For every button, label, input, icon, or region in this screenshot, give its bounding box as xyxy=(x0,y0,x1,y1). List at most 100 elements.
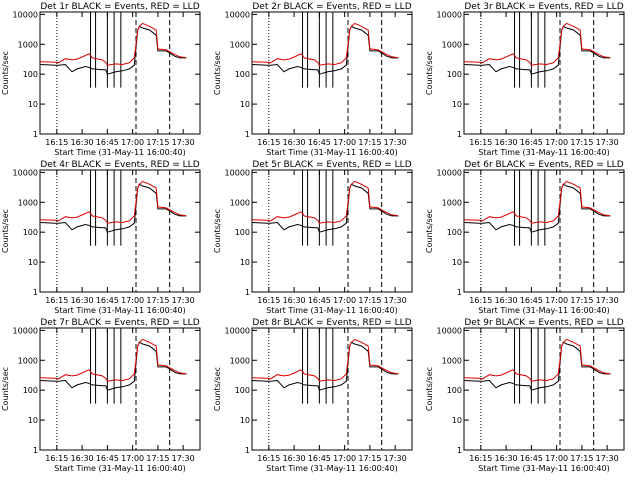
y-tick-label: 10 xyxy=(452,416,462,425)
x-tick-label: 17:00 xyxy=(121,454,144,463)
x-axis-label: Start Time (31-May-11 16:00:40) xyxy=(266,306,397,315)
x-tick-label: 16:30 xyxy=(71,296,94,305)
detector-panel-3: Det 3r BLACK = Events, RED = LLD 1 10 100 10… xyxy=(425,2,625,157)
series-line-events xyxy=(463,25,611,75)
y-tick-label: 10 xyxy=(240,100,250,109)
y-tick-label: 1000 xyxy=(18,356,38,365)
x-tick-label: 17:30 xyxy=(596,296,619,305)
panel-title: Det 7r BLACK = Events, RED = LLD xyxy=(40,318,199,328)
x-tick-label: 17:15 xyxy=(570,296,593,305)
x-axis-label: Start Time (31-May-11 16:00:40) xyxy=(478,464,609,473)
y-tick-label: 10000 xyxy=(437,10,462,19)
plot-frame xyxy=(463,327,625,451)
x-tick-label: 17:15 xyxy=(358,454,381,463)
y-tick-label: 1 xyxy=(245,130,250,139)
x-tick-label: 17:15 xyxy=(146,296,169,305)
x-tick-label: 16:45 xyxy=(308,296,331,305)
x-tick-label: 16:30 xyxy=(495,296,518,305)
detector-panel-8: Det 8r BLACK = Events, RED = LLD 1 10 100 10… xyxy=(213,318,413,473)
y-axis-label: Counts/sec xyxy=(213,51,222,95)
series-line-lld xyxy=(463,338,611,382)
detector-panel-9: Det 9r BLACK = Events, RED = LLD 1 10 100 10… xyxy=(425,318,625,473)
detector-panel-5: Det 5r BLACK = Events, RED = LLD 1 10 100 10… xyxy=(213,160,413,315)
panel-title: Det 6r BLACK = Events, RED = LLD xyxy=(464,160,623,170)
y-tick-label: 1000 xyxy=(18,198,38,207)
y-tick-label: 1000 xyxy=(442,198,462,207)
series-line-lld xyxy=(39,338,187,382)
y-tick-label: 10 xyxy=(240,258,250,267)
x-tick-label: 16:45 xyxy=(96,454,119,463)
y-tick-label: 1 xyxy=(457,288,462,297)
y-tick-label: 1000 xyxy=(230,198,250,207)
y-tick-label: 1 xyxy=(245,446,250,455)
series-line-lld xyxy=(463,180,611,224)
y-tick-label: 10000 xyxy=(225,168,250,177)
x-tick-label: 17:00 xyxy=(545,296,568,305)
y-tick-label: 1000 xyxy=(442,40,462,49)
y-tick-label: 10 xyxy=(452,100,462,109)
y-tick-label: 1 xyxy=(33,288,38,297)
x-axis-label: Start Time (31-May-11 16:00:40) xyxy=(266,464,397,473)
y-tick-label: 1 xyxy=(33,130,38,139)
detector-panel-6: Det 6r BLACK = Events, RED = LLD 1 10 100 10… xyxy=(425,160,625,315)
x-tick-label: 16:30 xyxy=(71,138,94,147)
x-axis-label: Start Time (31-May-11 16:00:40) xyxy=(54,306,185,315)
y-tick-label: 10000 xyxy=(13,168,38,177)
y-tick-label: 100 xyxy=(447,228,462,237)
series-line-events xyxy=(39,341,187,391)
y-tick-label: 100 xyxy=(447,386,462,395)
x-tick-label: 16:15 xyxy=(257,138,280,147)
y-tick-label: 10000 xyxy=(13,326,38,335)
x-tick-label: 17:00 xyxy=(545,454,568,463)
y-tick-label: 100 xyxy=(235,228,250,237)
plot-frame xyxy=(251,327,413,451)
y-axis-label: Counts/sec xyxy=(213,367,222,411)
x-axis-label: Start Time (31-May-11 16:00:40) xyxy=(478,306,609,315)
x-tick-label: 17:30 xyxy=(172,296,195,305)
panel-title: Det 5r BLACK = Events, RED = LLD xyxy=(252,160,411,170)
x-tick-label: 17:00 xyxy=(121,138,144,147)
x-tick-label: 16:15 xyxy=(469,454,492,463)
y-tick-label: 1000 xyxy=(442,356,462,365)
x-tick-label: 17:00 xyxy=(333,138,356,147)
x-tick-label: 17:00 xyxy=(545,138,568,147)
x-axis-label: Start Time (31-May-11 16:00:40) xyxy=(478,148,609,157)
y-tick-label: 1 xyxy=(457,130,462,139)
series-line-events xyxy=(463,183,611,233)
x-tick-label: 17:15 xyxy=(358,296,381,305)
x-tick-label: 17:30 xyxy=(384,454,407,463)
x-tick-label: 16:45 xyxy=(96,296,119,305)
series-line-lld xyxy=(39,22,187,66)
y-tick-label: 100 xyxy=(23,386,38,395)
series-line-lld xyxy=(39,180,187,224)
x-tick-label: 17:30 xyxy=(596,454,619,463)
y-tick-label: 100 xyxy=(235,70,250,79)
x-tick-label: 17:30 xyxy=(172,454,195,463)
y-axis-label: Counts/sec xyxy=(1,51,10,95)
x-tick-label: 16:30 xyxy=(495,138,518,147)
x-axis-label: Start Time (31-May-11 16:00:40) xyxy=(54,148,185,157)
x-tick-label: 16:15 xyxy=(45,296,68,305)
x-tick-label: 16:30 xyxy=(283,454,306,463)
series-line-events xyxy=(39,183,187,233)
panel-title: Det 3r BLACK = Events, RED = LLD xyxy=(464,2,623,12)
y-tick-label: 10 xyxy=(240,416,250,425)
x-tick-label: 16:45 xyxy=(308,138,331,147)
series-line-events xyxy=(39,25,187,75)
x-tick-label: 17:15 xyxy=(570,138,593,147)
y-tick-label: 1000 xyxy=(230,40,250,49)
plot-frame xyxy=(39,11,201,135)
x-tick-label: 16:15 xyxy=(45,138,68,147)
y-axis-label: Counts/sec xyxy=(425,367,434,411)
series-line-events xyxy=(251,341,399,391)
y-tick-label: 10000 xyxy=(13,10,38,19)
y-axis-label: Counts/sec xyxy=(425,209,434,253)
y-tick-label: 100 xyxy=(23,70,38,79)
panel-title: Det 2r BLACK = Events, RED = LLD xyxy=(252,2,411,12)
x-tick-label: 16:15 xyxy=(469,296,492,305)
x-tick-label: 16:45 xyxy=(520,138,543,147)
x-tick-label: 17:00 xyxy=(333,454,356,463)
series-line-events xyxy=(463,341,611,391)
x-tick-label: 17:30 xyxy=(384,296,407,305)
